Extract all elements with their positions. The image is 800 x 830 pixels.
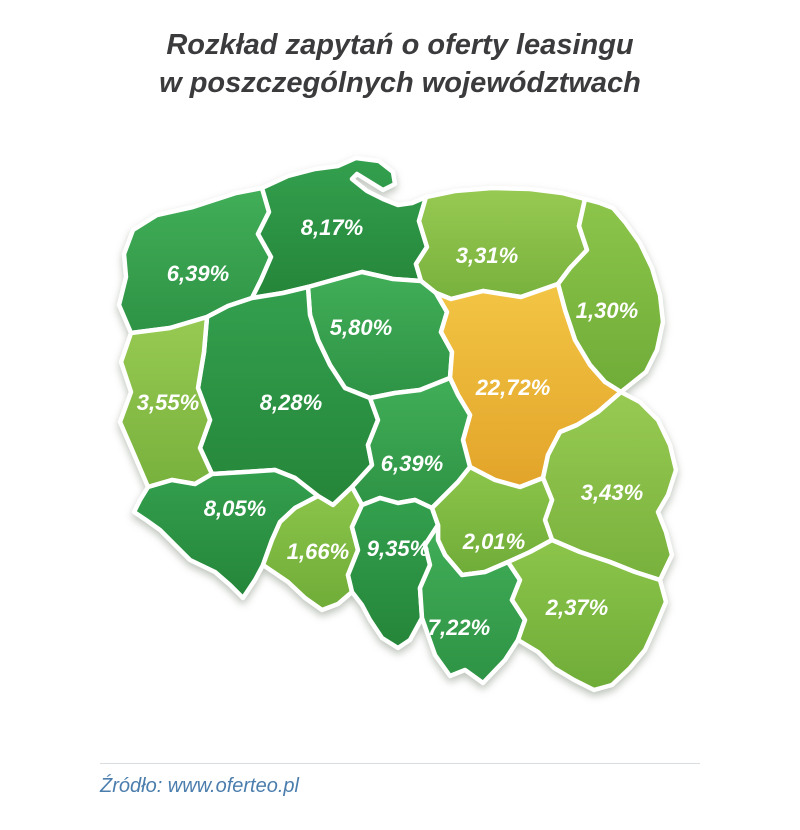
- region-label-malopolskie: 7,22%: [428, 615, 490, 640]
- region-label-swietokrzyskie: 2,01%: [462, 529, 525, 554]
- region-label-mazowieckie: 22,72%: [475, 375, 551, 400]
- region-label-lodzkie: 6,39%: [381, 451, 443, 476]
- region-label-dolnoslaskie: 8,05%: [204, 496, 266, 521]
- region-opolskie: [260, 484, 365, 613]
- region-label-kujawsko-pomorskie: 5,80%: [330, 315, 392, 340]
- region-label-podkarpackie: 2,37%: [545, 595, 608, 620]
- page-title: Rozkład zapytań o oferty leasingu w posz…: [0, 26, 800, 102]
- region-label-lubuskie: 3,55%: [137, 390, 199, 415]
- region-label-podlaskie: 1,30%: [576, 298, 638, 323]
- region-label-warminsko-mazurskie: 3,31%: [456, 243, 518, 268]
- source-text: Źródło: www.oferteo.pl: [100, 775, 299, 797]
- footer-divider: [100, 763, 700, 764]
- region-label-slaskie: 9,35%: [367, 536, 429, 561]
- page-title-line2: w poszczególnych województwach: [159, 67, 641, 99]
- region-label-pomorskie: 8,17%: [301, 215, 363, 240]
- region-label-opolskie: 1,66%: [287, 539, 349, 564]
- region-slaskie: [345, 495, 441, 651]
- region-malopolskie: [417, 522, 528, 686]
- region-label-lubelskie: 3,43%: [581, 480, 643, 505]
- region-podkarpackie: [505, 537, 669, 693]
- region-label-wielkopolskie: 8,28%: [260, 390, 322, 415]
- page-title-line1: Rozkład zapytań o oferty leasingu: [166, 29, 634, 61]
- region-label-zachodniopomorskie: 6,39%: [167, 261, 229, 286]
- region-podlaskie: [555, 196, 666, 395]
- region-dolnoslaskie: [131, 467, 321, 601]
